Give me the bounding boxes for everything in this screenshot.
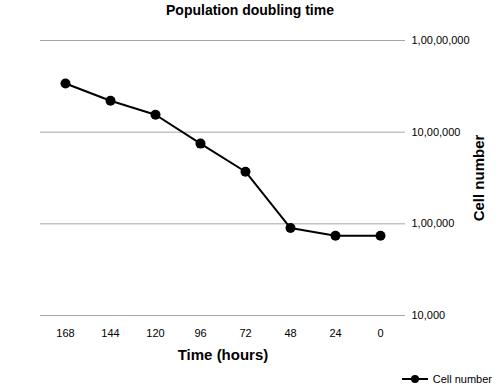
svg-text:Time (hours): Time (hours) (178, 346, 269, 363)
svg-text:144: 144 (101, 327, 119, 339)
svg-text:168: 168 (56, 327, 74, 339)
svg-text:24: 24 (329, 327, 341, 339)
svg-text:72: 72 (239, 327, 251, 339)
svg-text:96: 96 (194, 327, 206, 339)
svg-text:0: 0 (377, 327, 383, 339)
html-text:Population doubling time: Population doubling time (166, 2, 334, 18)
svg-text:10,00,000: 10,00,000 (412, 126, 461, 138)
svg-text:1,00,00,000: 1,00,00,000 (412, 34, 470, 46)
svg-text:10,000: 10,000 (412, 309, 446, 321)
svg-text:120: 120 (146, 327, 164, 339)
svg-text:1,00,000: 1,00,000 (412, 217, 455, 229)
svg-text:48: 48 (284, 327, 296, 339)
svg-text:Cell number: Cell number (470, 134, 487, 221)
html-text:Cell number: Cell number (432, 373, 492, 385)
